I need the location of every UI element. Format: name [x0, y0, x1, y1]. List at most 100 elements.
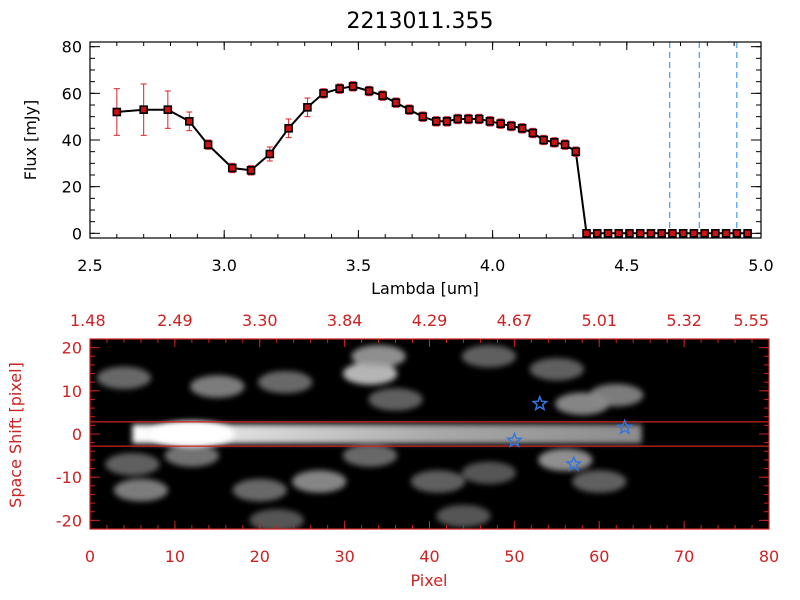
trace-band	[132, 424, 642, 444]
flux-series-line	[116, 85, 748, 235]
flux-data-point	[474, 114, 484, 124]
wavelength-top-tick-label: 2.49	[157, 311, 193, 330]
top-x-tick-label: 2.5	[77, 256, 102, 275]
source-star-marker	[616, 418, 634, 435]
top-ticks: 2.5 3.0 3.5 4.0 4.5 5.0 0 20 40 60 80	[62, 38, 774, 275]
flux-data-point	[405, 105, 414, 114]
flux-data-point	[560, 140, 570, 149]
bottom-x-tick-label: 20	[250, 547, 270, 566]
flux-data-point	[364, 86, 374, 96]
flux-data-point	[668, 229, 677, 238]
top-x-axis-label: Lambda [um]	[371, 279, 479, 298]
bottom-x-axis-label: Pixel	[410, 571, 447, 590]
top-x-tick-label: 3.5	[346, 256, 371, 275]
flux-data-point	[657, 229, 666, 238]
flux-data-point	[625, 229, 634, 238]
bottom-ticks: 0 10 20 30 40 50 60 70 80 1.48 2.49 3.30 3.84 4.29 4.6…	[56, 311, 779, 566]
flux-data-point	[678, 229, 688, 238]
flux-data-point	[163, 105, 173, 114]
bottom-x-tick-label: 80	[759, 547, 779, 566]
bottom-x-tick-label: 40	[419, 547, 439, 566]
bottom-y-tick-label: -20	[56, 511, 82, 530]
image-blob	[258, 370, 313, 394]
flux-data-point	[335, 84, 344, 93]
image-blob	[461, 461, 517, 485]
flux-data-point	[453, 114, 463, 124]
bottom-y-axis-label: Space Shift [pixel]	[6, 362, 25, 508]
flux-data-point	[139, 105, 148, 114]
top-y-tick-label: 20	[62, 178, 82, 197]
flux-data-point	[319, 89, 328, 98]
wavelength-top-tick-label: 3.84	[327, 311, 363, 330]
flux-data-point	[265, 149, 275, 159]
flux-data-point	[700, 229, 709, 238]
flux-data-point	[732, 229, 742, 238]
bottom-x-tick-label: 0	[85, 547, 95, 566]
flux-data-point	[603, 229, 613, 238]
image-blob	[164, 444, 220, 467]
bottom-y-tick-label: 0	[72, 425, 82, 444]
bottom-x-tick-label: 70	[674, 547, 694, 566]
spectral-trace	[132, 421, 642, 447]
image-blob	[351, 345, 406, 368]
image-blob	[249, 509, 304, 529]
flux-data-point	[485, 117, 495, 126]
image-blob	[292, 470, 347, 493]
wavelength-top-tick-label: 3.30	[242, 311, 278, 330]
image-blob	[410, 470, 466, 493]
top-y-tick-label: 60	[62, 84, 82, 103]
image-blob	[113, 478, 169, 502]
bottom-y-tick-label: -10	[56, 468, 82, 487]
top-y-tick-label: 80	[62, 38, 82, 57]
flux-data-point	[378, 91, 387, 100]
source-star-marker	[531, 394, 549, 412]
wavelength-top-tick-label: 5.55	[733, 311, 769, 330]
flux-data-point	[711, 229, 720, 238]
image-blob	[342, 362, 398, 385]
bottom-y-tick-label: 20	[62, 339, 82, 358]
top-x-tick-label: 3.0	[211, 256, 236, 275]
flux-data-point	[185, 117, 194, 126]
image-blob	[572, 470, 627, 493]
wavelength-top-tick-label: 4.29	[412, 311, 448, 330]
image-blob	[589, 383, 644, 407]
bottom-x-tick-label: 60	[589, 547, 609, 566]
image-blob	[190, 375, 245, 398]
flux-data-point	[528, 128, 538, 138]
spatial-image-panel: 0 10 20 30 40 50 60 70 80 1.48 2.49 3.30 3.84 4.29 4.6…	[6, 311, 779, 590]
flux-data-point	[646, 229, 656, 238]
flux-data-point	[203, 140, 213, 149]
wavelength-top-tick-label: 1.48	[70, 311, 106, 330]
flux-data-point	[348, 82, 358, 91]
flux-data-point	[303, 103, 312, 112]
top-x-tick-label: 5.0	[748, 256, 773, 275]
flux-data-point	[442, 117, 452, 126]
top-y-tick-label: 0	[72, 224, 82, 243]
bottom-overlay	[90, 394, 769, 472]
image-blob	[529, 358, 584, 381]
top-series	[112, 81, 752, 238]
flux-data-point	[743, 229, 752, 238]
top-x-tick-label: 4.5	[614, 256, 639, 275]
flux-data-point	[571, 147, 581, 156]
image-blob	[96, 366, 152, 390]
flux-data-point	[635, 229, 645, 238]
image-blobs	[96, 345, 644, 529]
flux-data-point	[246, 166, 256, 175]
wavelength-top-tick-label: 5.32	[666, 311, 702, 330]
flux-data-point	[592, 229, 602, 238]
wavelength-top-tick-label: 4.67	[497, 311, 533, 330]
flux-data-point	[507, 121, 516, 131]
flux-data-point	[112, 107, 122, 117]
source-star-marker	[565, 455, 583, 472]
flux-data-point	[418, 112, 428, 121]
flux-data-point	[227, 163, 237, 173]
image-blob	[105, 453, 160, 476]
trace-peak	[149, 421, 235, 447]
image-blob	[538, 448, 593, 472]
top-y-tick-label: 40	[62, 131, 82, 150]
top-y-axis-label: Flux [mJy]	[21, 100, 40, 181]
image-blob	[232, 478, 287, 502]
